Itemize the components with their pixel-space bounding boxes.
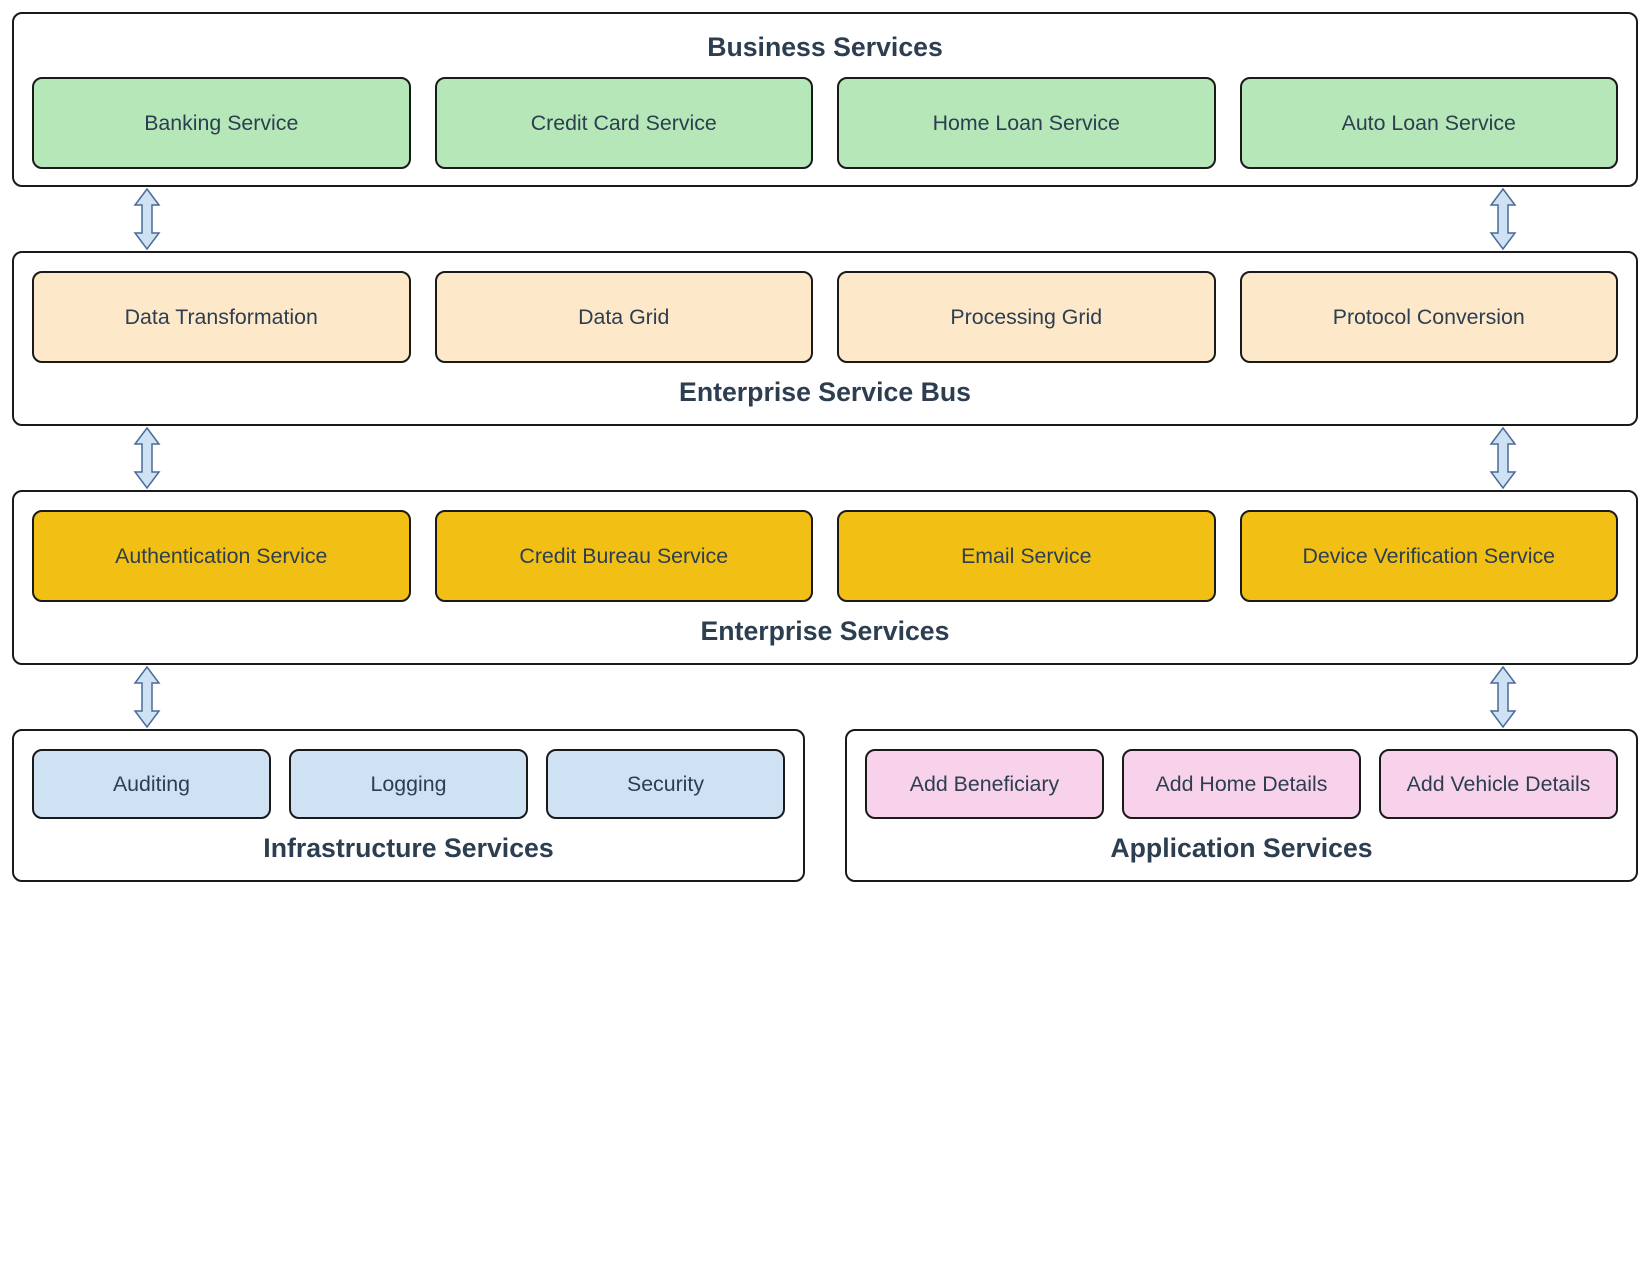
layer-title-business: Business Services: [32, 32, 1618, 63]
row-application-cards: Add Beneficiary Add Home Details Add Veh…: [865, 749, 1618, 819]
layer-enterprise-service-bus: Data Transformation Data Grid Processing…: [12, 251, 1638, 426]
card-data-transformation: Data Transformation: [32, 271, 411, 363]
connector-enterprise-bottom: [12, 665, 1638, 729]
connector-business-esb: [12, 187, 1638, 251]
card-add-beneficiary: Add Beneficiary: [865, 749, 1104, 819]
architecture-diagram: Business Services Banking Service Credit…: [12, 12, 1638, 882]
double-arrow-icon: [127, 665, 167, 729]
bottom-layers-container: Auditing Logging Security Infrastructure…: [12, 729, 1638, 882]
row-enterprise-cards: Authentication Service Credit Bureau Ser…: [32, 510, 1618, 602]
double-arrow-icon: [127, 187, 167, 251]
row-esb-cards: Data Transformation Data Grid Processing…: [32, 271, 1618, 363]
card-auto-loan-service: Auto Loan Service: [1240, 77, 1619, 169]
card-processing-grid: Processing Grid: [837, 271, 1216, 363]
card-banking-service: Banking Service: [32, 77, 411, 169]
connector-esb-enterprise: [12, 426, 1638, 490]
double-arrow-icon: [1483, 187, 1523, 251]
card-credit-bureau-service: Credit Bureau Service: [435, 510, 814, 602]
card-home-loan-service: Home Loan Service: [837, 77, 1216, 169]
layer-title-esb: Enterprise Service Bus: [32, 377, 1618, 408]
layer-application-services: Add Beneficiary Add Home Details Add Veh…: [845, 729, 1638, 882]
double-arrow-icon: [1483, 665, 1523, 729]
card-add-home-details: Add Home Details: [1122, 749, 1361, 819]
card-authentication-service: Authentication Service: [32, 510, 411, 602]
layer-title-application: Application Services: [865, 833, 1618, 864]
row-business-cards: Banking Service Credit Card Service Home…: [32, 77, 1618, 169]
card-credit-card-service: Credit Card Service: [435, 77, 814, 169]
layer-enterprise-services: Authentication Service Credit Bureau Ser…: [12, 490, 1638, 665]
card-security: Security: [546, 749, 785, 819]
card-email-service: Email Service: [837, 510, 1216, 602]
card-data-grid: Data Grid: [435, 271, 814, 363]
double-arrow-icon: [127, 426, 167, 490]
double-arrow-icon: [1483, 426, 1523, 490]
layer-infrastructure-services: Auditing Logging Security Infrastructure…: [12, 729, 805, 882]
card-auditing: Auditing: [32, 749, 271, 819]
layer-title-infrastructure: Infrastructure Services: [32, 833, 785, 864]
card-protocol-conversion: Protocol Conversion: [1240, 271, 1619, 363]
card-device-verification-service: Device Verification Service: [1240, 510, 1619, 602]
layer-business-services: Business Services Banking Service Credit…: [12, 12, 1638, 187]
card-logging: Logging: [289, 749, 528, 819]
layer-title-enterprise: Enterprise Services: [32, 616, 1618, 647]
row-infrastructure-cards: Auditing Logging Security: [32, 749, 785, 819]
card-add-vehicle-details: Add Vehicle Details: [1379, 749, 1618, 819]
